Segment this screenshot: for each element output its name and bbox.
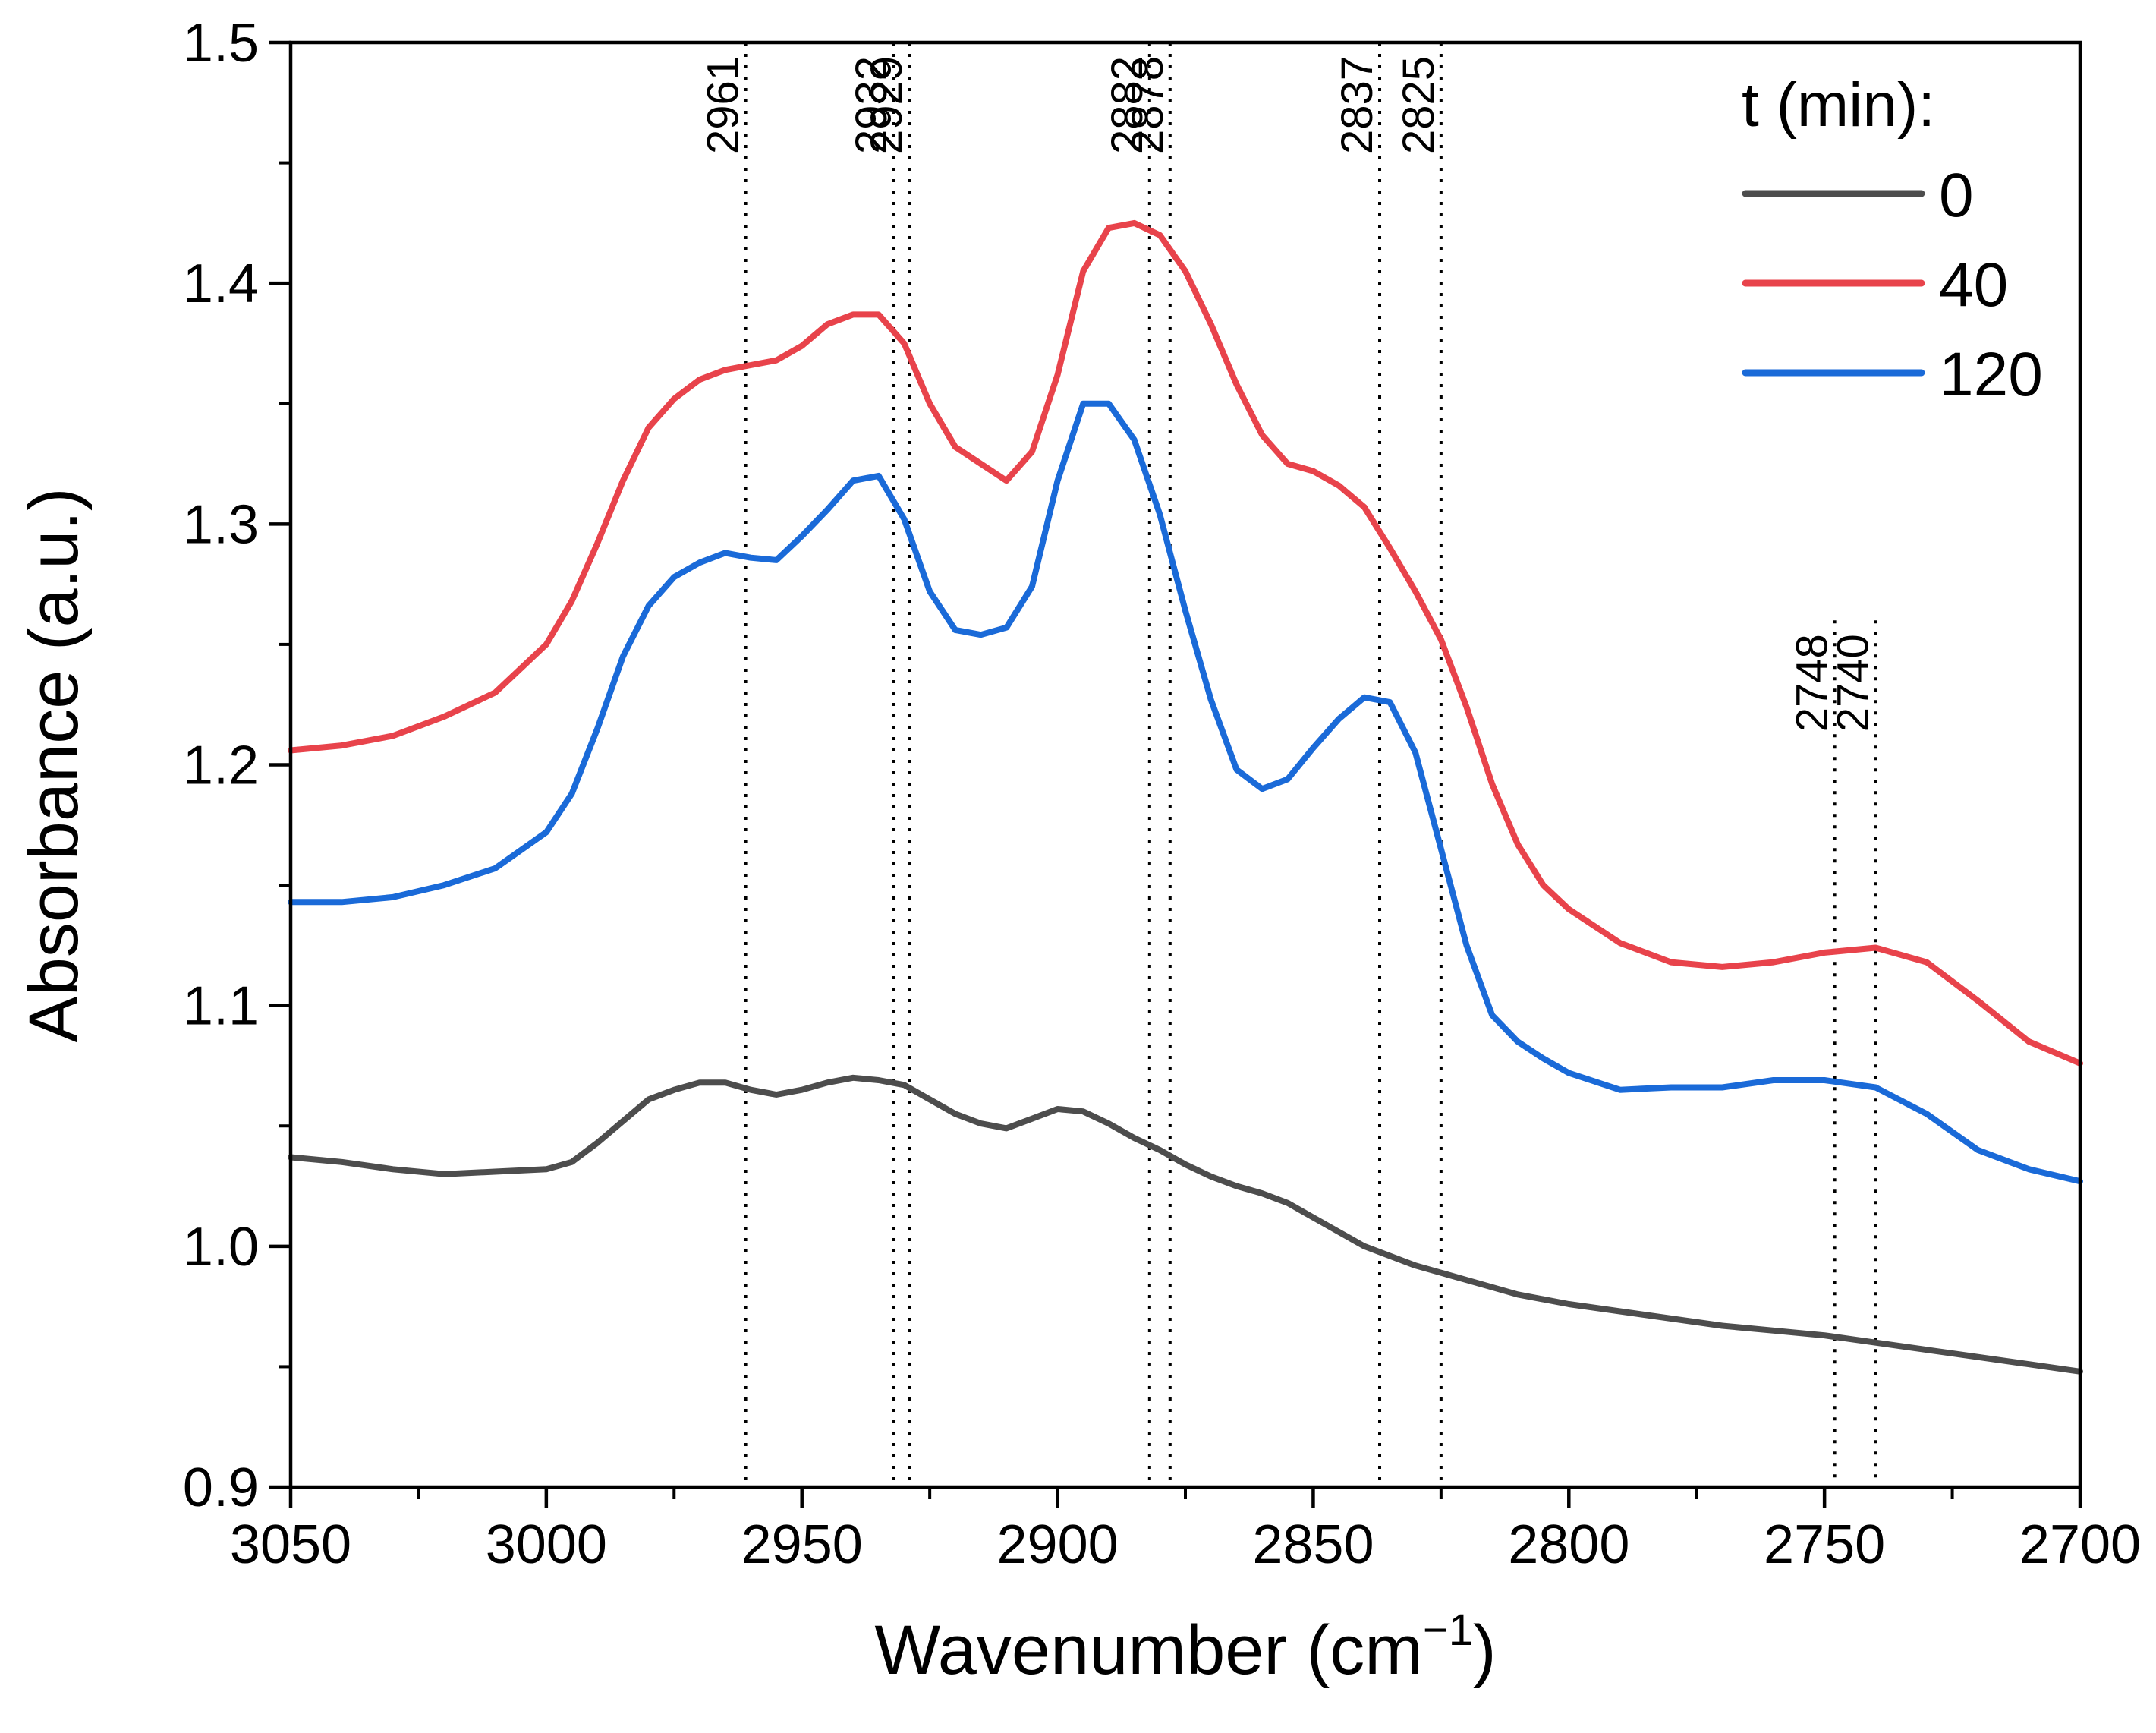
x-axis: 3050 3000 2950 2900 2850 2800 2750 2700 (230, 1487, 2141, 1575)
x-axis-title: Wavenumber (cm−1) (874, 1605, 1496, 1689)
x-tick-label-2800: 2800 (1508, 1514, 1629, 1575)
x-axis-title-superscript: −1 (1423, 1605, 1473, 1655)
peak-label-2961: 2961 (699, 56, 748, 154)
y-tick-label-1.1: 1.1 (183, 976, 259, 1037)
x-tick-label-2950: 2950 (741, 1514, 863, 1575)
x-axis-title-text: Wavenumber (cm (874, 1612, 1423, 1689)
y-tick-label-1.2: 1.2 (183, 736, 259, 796)
legend: t (min): 0 40 120 (1742, 71, 2043, 409)
peak-label-2748: 2748 (1788, 634, 1837, 732)
y-axis-title: Absorbance (a.u.) (15, 487, 93, 1042)
y-tick-label-0.9: 0.9 (183, 1457, 259, 1518)
y-tick-label-1.0: 1.0 (183, 1217, 259, 1278)
peak-label-2837: 2837 (1333, 56, 1382, 154)
y-tick-label-1.4: 1.4 (183, 254, 259, 314)
peak-marker-group (744, 43, 1877, 1487)
series-line-0 (288, 1074, 2083, 1375)
x-tick-label-2700: 2700 (2019, 1514, 2141, 1575)
y-tick-label-1.3: 1.3 (183, 494, 259, 555)
series-group (288, 219, 2083, 1375)
peak-label-2929: 2929 (862, 56, 911, 154)
peak-label-2882: 2882 (1103, 56, 1152, 154)
y-axis: 0.9 1.0 1.1 1.2 1.3 1.4 1.5 (183, 13, 291, 1518)
x-tick-label-2900: 2900 (996, 1514, 1118, 1575)
y-tick-label-1.5: 1.5 (183, 13, 259, 74)
legend-label-120: 120 (1939, 340, 2043, 409)
legend-title: t (min): (1742, 71, 1935, 140)
x-tick-label-3000: 3000 (486, 1514, 607, 1575)
series-line-40 (288, 219, 2083, 1067)
legend-label-0: 0 (1939, 161, 1974, 230)
legend-label-40: 40 (1939, 250, 2008, 320)
x-axis-title-close: ) (1473, 1612, 1497, 1689)
peak-label-2932: 2932 (847, 56, 896, 154)
x-tick-label-2750: 2750 (1764, 1514, 1885, 1575)
peak-label-2740: 2740 (1829, 634, 1878, 732)
x-tick-label-2850: 2850 (1252, 1514, 1374, 1575)
series-line-120 (288, 400, 2083, 1185)
peak-label-2825: 2825 (1394, 56, 1443, 154)
peak-label-2878: 2878 (1123, 56, 1172, 154)
x-tick-label-3050: 3050 (230, 1514, 351, 1575)
